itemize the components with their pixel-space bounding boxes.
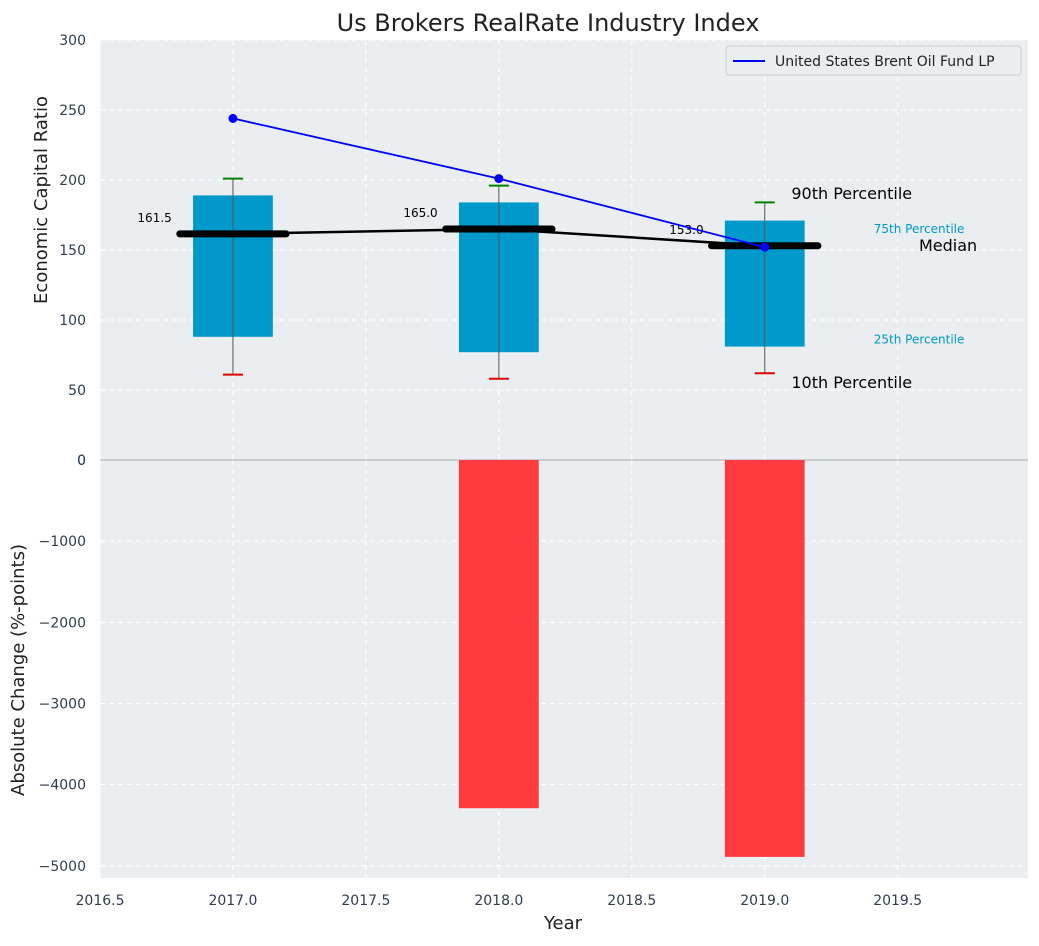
fund-series-point [228, 113, 238, 123]
x-tick-label: 2018.5 [607, 893, 656, 909]
x-tick-label: 2017.0 [208, 893, 257, 909]
annotation-10th-percentile: 10th Percentile [791, 373, 912, 392]
legend-box [725, 45, 1022, 76]
bottom-y-tick-label: −1000 [39, 534, 86, 550]
bottom-y-tick-label: −4000 [39, 778, 86, 794]
top-y-tick-label: 100 [59, 313, 86, 329]
top-y-tick-label: 300 [59, 33, 86, 49]
bottom-y-tick-label: 0 [77, 453, 86, 469]
top-y-axis-label: Economic Capital Ratio [31, 96, 52, 304]
fund-series-point [494, 174, 504, 184]
fund-series-point [760, 242, 770, 252]
top-y-tick-label: 250 [59, 103, 86, 119]
top-plot-marks: 161.5 165.0 153.0 90th Percentile 75th Perce… [137, 113, 977, 392]
median-value-label: 165.0 [403, 206, 437, 220]
bottom-plot-marks [100, 459, 1028, 857]
annotation-90th-percentile: 90th Percentile [791, 184, 912, 203]
annotation-75th-percentile: 75th Percentile [874, 222, 965, 236]
bottom-y-tick-label: −3000 [39, 696, 86, 712]
change-bar [724, 460, 805, 857]
top-y-tick-label: 50 [68, 383, 86, 399]
bottom-y-axis-label: Absolute Change (%-points) [8, 544, 29, 796]
x-tick-label: 2017.5 [341, 893, 390, 909]
annotation-median: Median [919, 236, 977, 255]
median-value-label: 161.5 [137, 211, 171, 225]
x-tick-labels: 2016.5 2017.0 2017.5 2018.0 2018.5 2019.0 2019… [76, 893, 923, 909]
bottom-y-tick-label: −5000 [39, 859, 86, 875]
x-axis-label: Year [543, 913, 583, 934]
x-tick-label: 2016.5 [76, 893, 125, 909]
chart-title: Us Brokers RealRate Industry Index [337, 9, 760, 37]
bottom-y-tick-label: −2000 [39, 615, 86, 631]
bottom-panel-background [100, 460, 1028, 878]
change-bar [458, 460, 539, 809]
legend-entry: United States Brent Oil Fund LP [775, 54, 995, 70]
x-tick-label: 2018.0 [474, 893, 523, 909]
top-y-tick-label: 0 [77, 453, 86, 469]
median-value-label: 153.0 [669, 223, 703, 237]
x-tick-label: 2019.0 [740, 893, 789, 909]
top-y-tick-label: 150 [59, 243, 86, 259]
top-y-tick-label: 200 [59, 173, 86, 189]
top-y-tick-labels: 0 50 100 150 200 250 300 [59, 33, 86, 469]
annotation-25th-percentile: 25th Percentile [874, 333, 965, 347]
legend: United States Brent Oil Fund LP [725, 45, 1022, 76]
bottom-y-tick-labels: 0 −1000 −2000 −3000 −4000 −5000 [39, 453, 86, 875]
x-tick-label: 2019.5 [873, 893, 922, 909]
